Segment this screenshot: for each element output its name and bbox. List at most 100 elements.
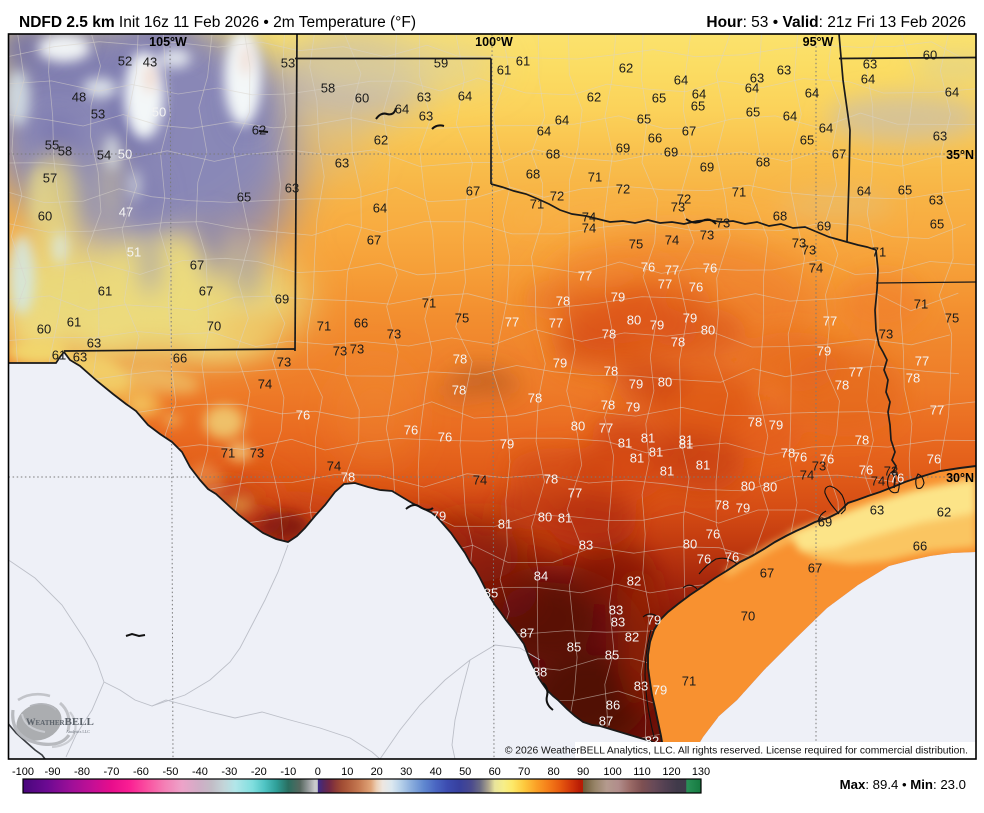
svg-text:62: 62 xyxy=(252,123,266,138)
svg-text:64: 64 xyxy=(674,73,688,88)
svg-text:72: 72 xyxy=(550,189,564,204)
svg-text:65: 65 xyxy=(930,217,944,232)
svg-text:74: 74 xyxy=(473,473,487,488)
svg-text:66: 66 xyxy=(913,539,927,554)
svg-text:65: 65 xyxy=(691,99,705,114)
svg-text:63: 63 xyxy=(933,129,947,144)
svg-text:73: 73 xyxy=(716,216,730,231)
svg-text:67: 67 xyxy=(466,184,480,199)
svg-text:120: 120 xyxy=(662,766,680,778)
svg-text:78: 78 xyxy=(781,446,795,461)
svg-text:64: 64 xyxy=(783,109,797,124)
svg-text:67: 67 xyxy=(199,284,213,299)
svg-text:67: 67 xyxy=(760,566,774,581)
svg-text:60: 60 xyxy=(37,322,51,337)
svg-text:78: 78 xyxy=(453,352,467,367)
svg-text:87: 87 xyxy=(599,714,613,729)
svg-text:64: 64 xyxy=(373,201,387,216)
svg-text:80: 80 xyxy=(701,323,715,338)
svg-text:65: 65 xyxy=(237,190,251,205)
svg-text:50: 50 xyxy=(459,766,471,778)
svg-text:74: 74 xyxy=(800,468,814,483)
svg-text:110: 110 xyxy=(633,766,651,778)
svg-text:76: 76 xyxy=(706,527,720,542)
svg-text:-50: -50 xyxy=(162,766,178,778)
svg-text:58: 58 xyxy=(321,81,335,96)
svg-text:65: 65 xyxy=(637,112,651,127)
svg-text:73: 73 xyxy=(884,464,898,479)
svg-text:61: 61 xyxy=(497,63,511,78)
svg-text:68: 68 xyxy=(756,155,770,170)
svg-text:69: 69 xyxy=(817,219,831,234)
svg-text:81: 81 xyxy=(630,451,644,466)
svg-text:69: 69 xyxy=(275,292,289,307)
svg-text:61: 61 xyxy=(98,284,112,299)
svg-text:67: 67 xyxy=(832,147,846,162)
svg-text:50: 50 xyxy=(152,105,166,120)
svg-text:61: 61 xyxy=(516,54,530,69)
svg-text:76: 76 xyxy=(438,430,452,445)
svg-text:73: 73 xyxy=(700,228,714,243)
svg-text:73: 73 xyxy=(277,355,291,370)
svg-text:78: 78 xyxy=(671,335,685,350)
svg-text:65: 65 xyxy=(652,91,666,106)
svg-text:74: 74 xyxy=(327,459,341,474)
svg-text:64: 64 xyxy=(745,81,759,96)
svg-text:65: 65 xyxy=(898,183,912,198)
svg-text:Analytics LLC: Analytics LLC xyxy=(66,729,90,734)
svg-text:64: 64 xyxy=(395,102,409,117)
svg-text:55: 55 xyxy=(45,138,59,153)
svg-text:78: 78 xyxy=(341,470,355,485)
svg-text:60: 60 xyxy=(38,209,52,224)
svg-text:64: 64 xyxy=(805,86,819,101)
svg-text:69: 69 xyxy=(664,145,678,160)
svg-text:64: 64 xyxy=(857,184,871,199)
svg-text:78: 78 xyxy=(748,415,762,430)
svg-text:76: 76 xyxy=(890,471,904,486)
svg-text:77: 77 xyxy=(549,316,563,331)
svg-text:79: 79 xyxy=(769,418,783,433)
svg-text:60: 60 xyxy=(489,766,501,778)
svg-text:80: 80 xyxy=(547,766,559,778)
svg-text:73: 73 xyxy=(387,327,401,342)
svg-text:79: 79 xyxy=(817,344,831,359)
svg-text:63: 63 xyxy=(417,90,431,105)
svg-text:75: 75 xyxy=(945,311,959,326)
svg-text:53: 53 xyxy=(281,56,295,71)
svg-text:-60: -60 xyxy=(133,766,149,778)
svg-text:64: 64 xyxy=(945,85,959,100)
svg-text:75: 75 xyxy=(455,311,469,326)
svg-text:84: 84 xyxy=(534,569,548,584)
svg-text:80: 80 xyxy=(658,375,672,390)
svg-text:63: 63 xyxy=(929,193,943,208)
svg-text:-100: -100 xyxy=(12,766,34,778)
svg-text:62: 62 xyxy=(937,505,951,520)
svg-text:20: 20 xyxy=(371,766,383,778)
svg-text:WEATHERBELL: WEATHERBELL xyxy=(26,716,94,728)
svg-text:95°W: 95°W xyxy=(803,35,834,49)
svg-text:80: 80 xyxy=(538,510,552,525)
svg-text:73: 73 xyxy=(792,236,806,251)
svg-text:86: 86 xyxy=(606,698,620,713)
svg-text:82: 82 xyxy=(625,630,639,645)
svg-text:63: 63 xyxy=(87,336,101,351)
svg-text:79: 79 xyxy=(653,683,667,698)
svg-text:43: 43 xyxy=(143,55,157,70)
svg-text:67: 67 xyxy=(190,258,204,273)
svg-text:78: 78 xyxy=(604,364,618,379)
svg-text:76: 76 xyxy=(927,452,941,467)
svg-text:85: 85 xyxy=(484,586,498,601)
svg-text:54: 54 xyxy=(97,148,111,163)
svg-text:81: 81 xyxy=(679,437,693,452)
svg-text:64: 64 xyxy=(692,87,706,102)
svg-text:73: 73 xyxy=(812,459,826,474)
svg-text:87: 87 xyxy=(520,626,534,641)
svg-text:69: 69 xyxy=(616,141,630,156)
svg-text:76: 76 xyxy=(725,550,739,565)
svg-text:81: 81 xyxy=(649,445,663,460)
svg-text:79: 79 xyxy=(553,356,567,371)
svg-text:Max: 89.4 • Min: 23.0: Max: 89.4 • Min: 23.0 xyxy=(840,777,966,792)
svg-text:66: 66 xyxy=(648,131,662,146)
svg-text:81: 81 xyxy=(696,458,710,473)
svg-text:78: 78 xyxy=(835,378,849,393)
